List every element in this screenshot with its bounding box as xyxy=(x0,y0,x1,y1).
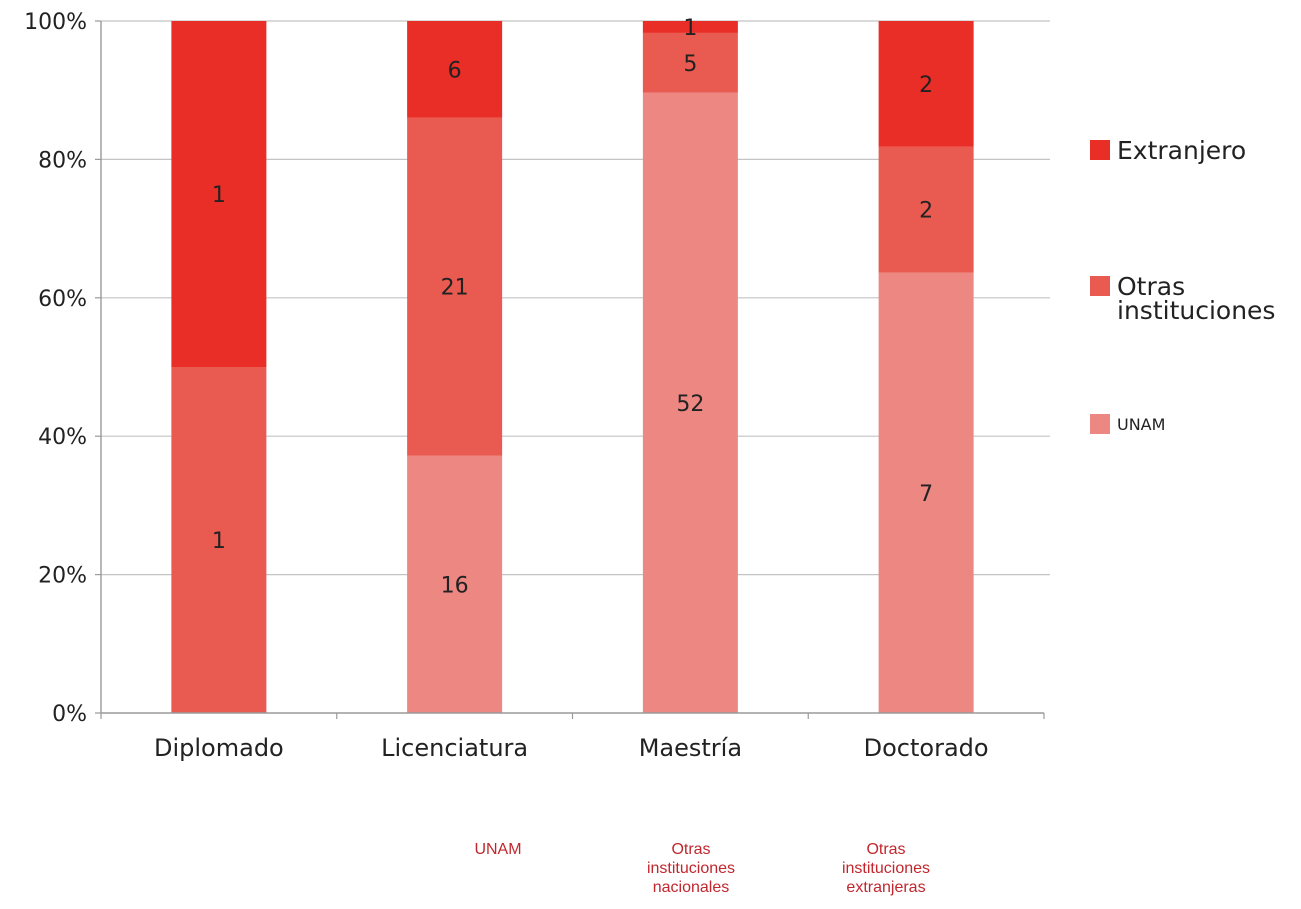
y-tick-labels: 0% 20% 40% 60% 80% 100% xyxy=(24,10,87,727)
y-tick-label: 80% xyxy=(38,148,87,173)
bars xyxy=(171,21,974,714)
legend-label: Otras xyxy=(1117,272,1185,301)
y-tick-label: 0% xyxy=(52,702,87,727)
x-tick-label: Licenciatura xyxy=(381,734,528,762)
data-label: 21 xyxy=(441,276,469,301)
y-tick-label: 20% xyxy=(38,564,87,589)
data-label: 7 xyxy=(919,482,933,507)
bar-segment xyxy=(642,32,738,93)
legend-swatch xyxy=(1090,140,1110,160)
data-label: 1 xyxy=(683,16,697,41)
bar-segment xyxy=(407,21,503,118)
legend-label: instituciones xyxy=(1117,296,1275,325)
footer-label-otras-nacionales: Otras instituciones nacionales xyxy=(646,841,736,896)
axes xyxy=(95,20,1045,719)
bar-segment xyxy=(878,21,974,147)
bar-segment xyxy=(642,21,738,33)
y-tick-label: 40% xyxy=(38,425,87,450)
legend-label: Extranjero xyxy=(1117,136,1246,165)
bar-segment xyxy=(171,367,267,713)
y-tick-label: 60% xyxy=(38,287,87,312)
footer-label-unam: UNAM xyxy=(474,841,522,858)
stacked-bar-chart: 0% 20% 40% 60% 80% 100% Diplomado Licenciatura… xyxy=(24,10,1275,762)
data-label: 52 xyxy=(676,392,704,417)
data-label: 1 xyxy=(212,529,226,554)
data-label: 6 xyxy=(448,58,462,83)
x-tick-label: Maestría xyxy=(639,734,742,762)
data-label: 2 xyxy=(919,73,933,98)
data-label: 2 xyxy=(919,199,933,224)
footer-label-otras-extranjeras: Otras instituciones extranjeras xyxy=(841,841,931,896)
bar-segment xyxy=(878,272,974,713)
legend-swatch xyxy=(1090,414,1110,434)
bar-segment xyxy=(407,117,503,456)
x-tick-label: Diplomado xyxy=(154,734,284,762)
data-label: 5 xyxy=(683,52,697,77)
bar-segment xyxy=(171,21,267,367)
legend-swatch xyxy=(1090,276,1110,296)
x-tick-label: Doctorado xyxy=(864,734,989,762)
bar-segment xyxy=(878,146,974,273)
bar-segment xyxy=(407,455,503,713)
legend-label: UNAM xyxy=(1117,415,1165,434)
x-tick-labels: Diplomado Licenciatura Maestría Doctorado xyxy=(154,734,989,762)
bar-segment xyxy=(642,92,738,714)
data-label: 1 xyxy=(212,183,226,208)
y-tick-label: 100% xyxy=(24,10,87,35)
data-label: 16 xyxy=(441,573,469,598)
